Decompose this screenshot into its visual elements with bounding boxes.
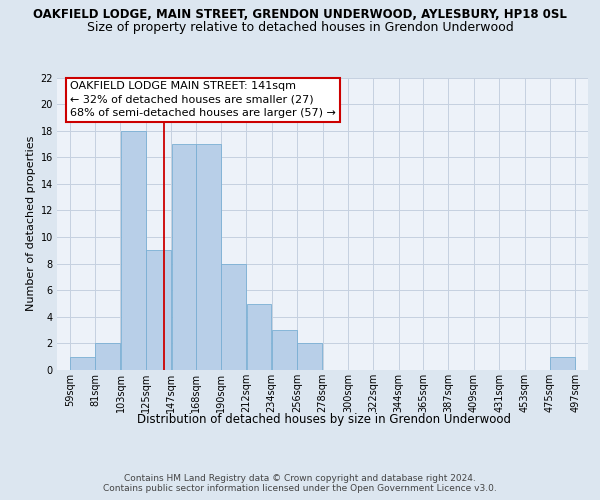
Text: OAKFIELD LODGE, MAIN STREET, GRENDON UNDERWOOD, AYLESBURY, HP18 0SL: OAKFIELD LODGE, MAIN STREET, GRENDON UND… — [33, 8, 567, 20]
Text: Distribution of detached houses by size in Grendon Underwood: Distribution of detached houses by size … — [137, 412, 511, 426]
Y-axis label: Number of detached properties: Number of detached properties — [26, 136, 36, 312]
Bar — [121, 130, 146, 370]
Bar — [172, 144, 196, 370]
Bar — [70, 356, 95, 370]
Text: Contains HM Land Registry data © Crown copyright and database right 2024.: Contains HM Land Registry data © Crown c… — [124, 474, 476, 483]
Text: OAKFIELD LODGE MAIN STREET: 141sqm
← 32% of detached houses are smaller (27)
68%: OAKFIELD LODGE MAIN STREET: 141sqm ← 32%… — [70, 82, 336, 118]
Bar — [298, 344, 322, 370]
Text: Contains public sector information licensed under the Open Government Licence v3: Contains public sector information licen… — [103, 484, 497, 493]
Bar — [146, 250, 171, 370]
Bar — [95, 344, 120, 370]
Bar — [247, 304, 271, 370]
Text: Size of property relative to detached houses in Grendon Underwood: Size of property relative to detached ho… — [86, 21, 514, 34]
Bar — [272, 330, 297, 370]
Bar — [550, 356, 575, 370]
Bar — [221, 264, 246, 370]
Bar — [196, 144, 221, 370]
